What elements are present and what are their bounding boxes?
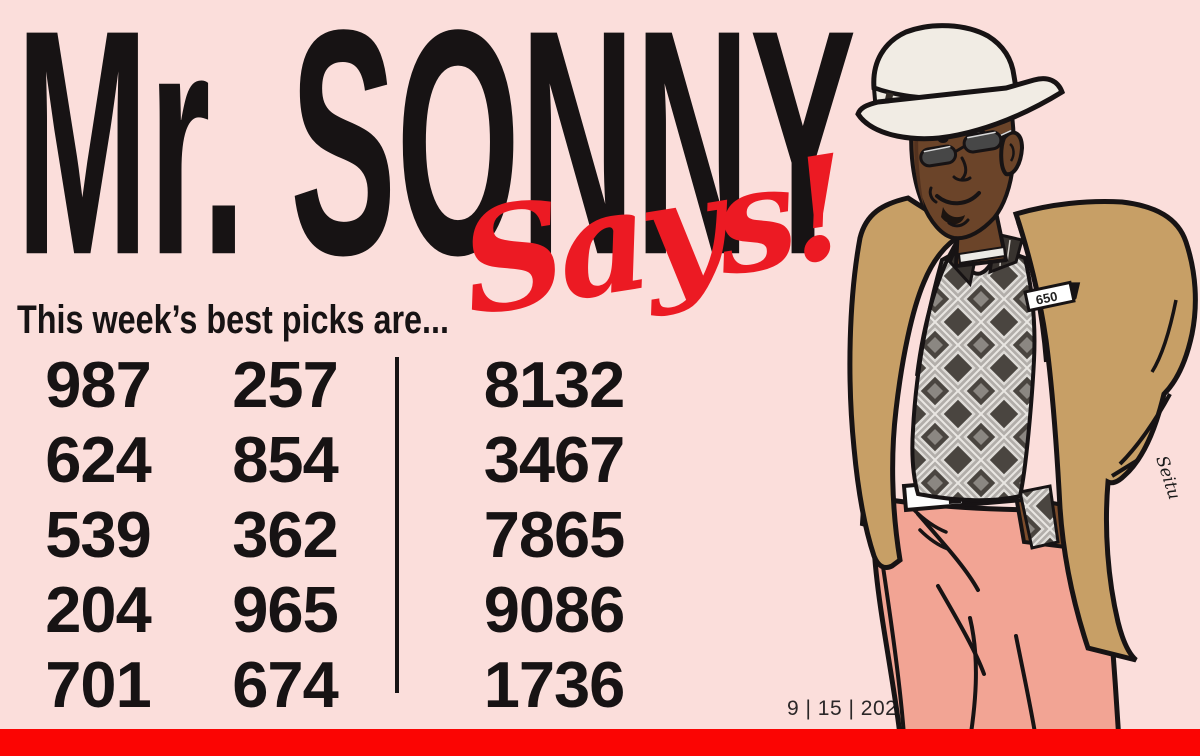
pick-number: 257 [232,348,338,421]
pick-number: 204 [45,573,151,646]
pick-number: 9086 [483,573,626,646]
pick-number: 539 [45,498,151,571]
pick-number: 3467 [483,423,626,496]
pick-number: 624 [45,423,151,496]
pocket-card-number: 650 [1034,289,1058,308]
picks-column-2: 257 854 362 965 674 [223,347,347,722]
pick-number: 965 [232,573,338,646]
footer-red-bar [0,729,1200,756]
headline: Mr. SONNY [16,6,856,264]
jacket: 650 [847,195,1198,663]
ear [999,130,1025,177]
intro-text: This week’s best picks are... [17,299,449,342]
pick-number: 8132 [483,348,626,421]
pocket-card: 650 [1023,280,1081,313]
column-divider [395,357,399,693]
artist-signature: Seitu [1151,453,1184,502]
intro-line: This week’s best picks are... [17,299,449,342]
picks-column-3: 8132 3467 7865 9086 1736 [476,347,632,722]
picks-column-1: 987 624 539 204 701 [36,347,160,722]
fedora-hat [855,23,1066,142]
pick-number: 701 [45,648,151,721]
pick-number: 674 [232,648,338,721]
sunglasses-icon [919,129,1014,168]
pick-number: 7865 [483,498,626,571]
headline-text: Mr. SONNY [16,6,856,264]
pick-number: 854 [232,423,338,496]
pick-number: 987 [45,348,151,421]
pick-number: 362 [232,498,338,571]
mr-sonny-illustration: 650 [847,23,1198,756]
pick-number: 1736 [483,648,626,721]
date-stamp: 9 | 15 | 2021 [787,697,910,720]
